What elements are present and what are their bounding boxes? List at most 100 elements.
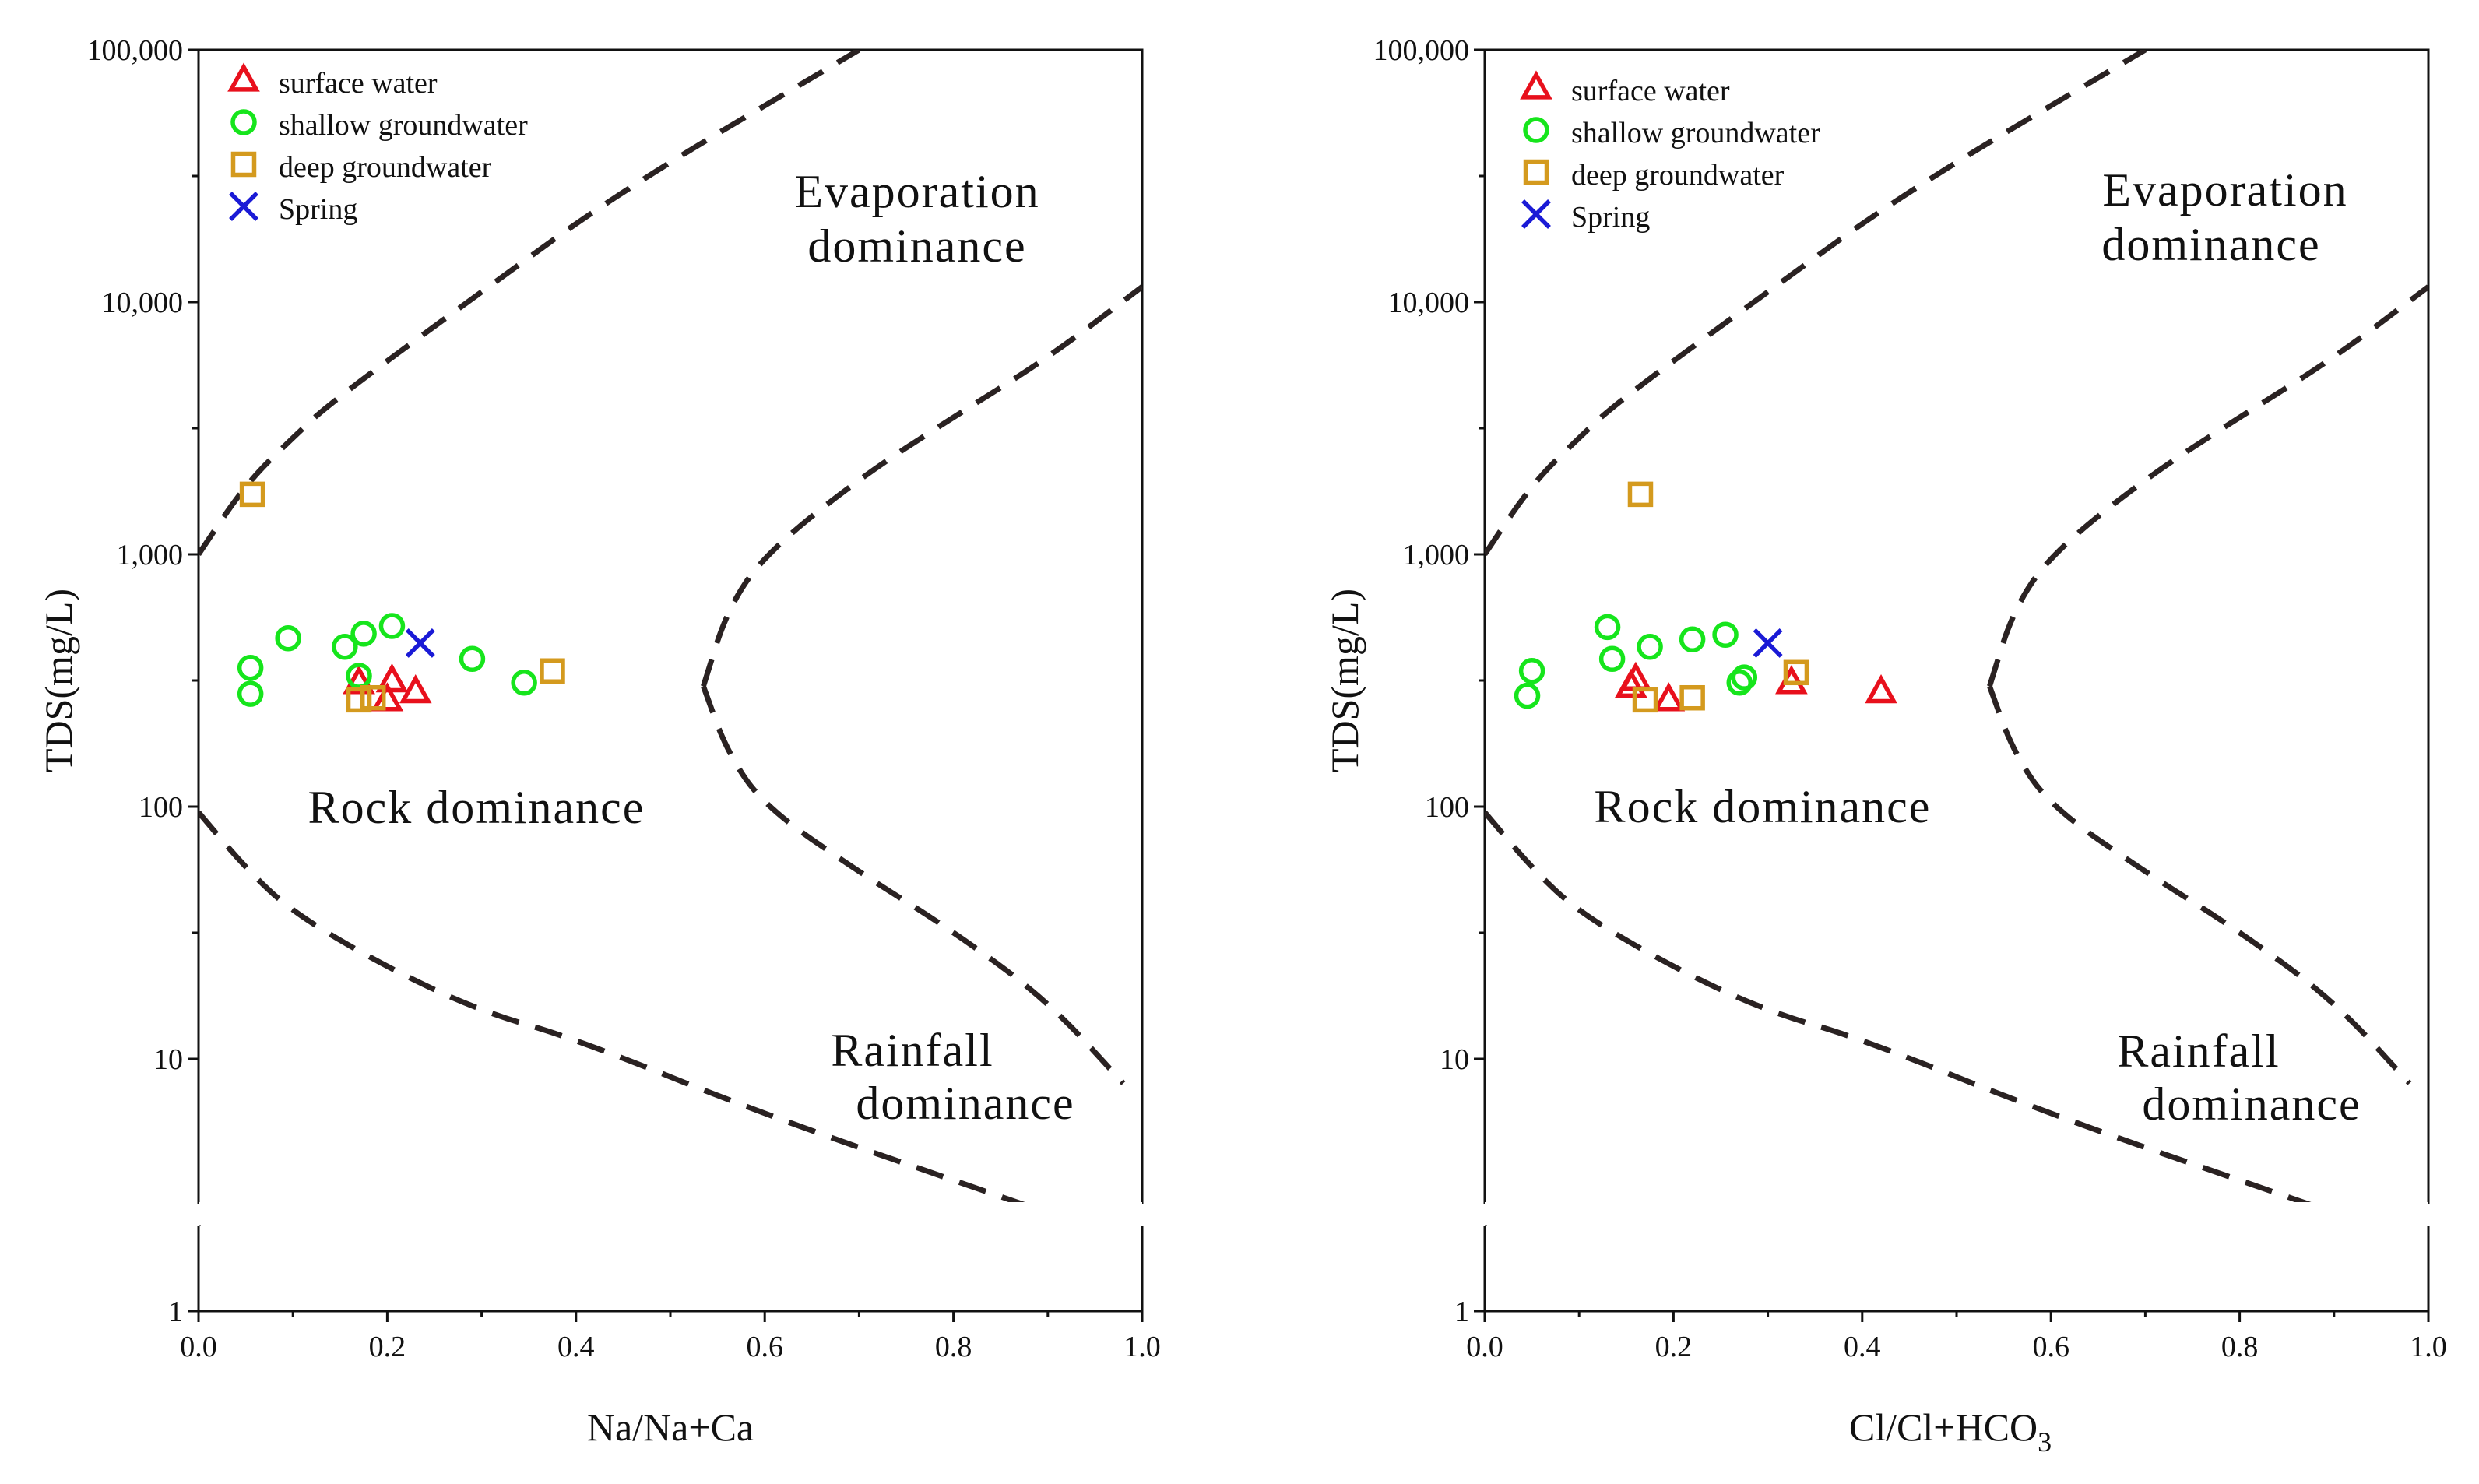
legend-marker-surface-water: [1520, 70, 1552, 100]
point-circle: [1731, 664, 1758, 691]
region-evaporation-line2: dominance: [2101, 219, 2320, 270]
point-circle: [346, 663, 372, 689]
axis-break-band: [1486, 1204, 2427, 1226]
region-evaporation-line2: dominance: [807, 220, 1026, 272]
legend-label-spring: Spring: [279, 193, 357, 226]
y-tick-label: 1,000: [117, 539, 184, 571]
plot-frame: [197, 48, 1144, 1313]
boundary-curve-right-lower: [1987, 685, 2412, 1085]
x-tick-label: 0.4: [1844, 1331, 1881, 1363]
boundary-curve-upper-left: [199, 50, 861, 556]
x-tick-label: 0.8: [2221, 1331, 2259, 1363]
boundary-curve-right-upper: [701, 284, 1142, 687]
axes: 1 10 100 1,000 10,000 100,000 0.0 0.2 0.4 0.6 0.8 1…: [1373, 34, 2447, 1363]
legend-label-surface-water: surface water: [279, 67, 438, 100]
point-square: [1627, 481, 1654, 508]
point-triangle: [375, 663, 409, 693]
point-circle: [1726, 670, 1753, 696]
region-rainfall-line2: dominance: [2142, 1078, 2361, 1130]
legend-square-symbol: [1523, 159, 1549, 185]
point-square: [540, 658, 565, 684]
legend-marker-shallow-groundwater: [230, 109, 257, 135]
legend-label-shallow-groundwater: shallow groundwater: [1571, 117, 1820, 149]
y-axis-title: TDS(mg/L): [1323, 589, 1366, 772]
y-tick-label: 1,000: [1403, 539, 1470, 571]
point-circle: [1637, 634, 1663, 660]
legend-marker-deep-groundwater: [230, 151, 257, 178]
panel-na-ratio: 1 10 100 1,000 10,000 100,000 0.0 0.2 0.4 0.6 0.8 1…: [37, 34, 1161, 1449]
region-rainfall-line1: Rainfall: [831, 1025, 993, 1076]
legend-label-surface-water: surface water: [1571, 75, 1730, 107]
legend-label-deep-groundwater: deep groundwater: [279, 151, 492, 184]
x-tick-label: 0.6: [746, 1331, 783, 1363]
boundary-curve-lower-left: [1485, 810, 2316, 1204]
boundary-curve-upper-left: [1485, 50, 2147, 556]
y-tick-label: 100,000: [1373, 34, 1470, 67]
legend-square-symbol: [230, 151, 257, 178]
y-tick-label: 10,000: [102, 287, 184, 319]
point-triangle: [399, 673, 432, 704]
legend-marker-shallow-groundwater: [1523, 117, 1549, 143]
y-tick-label: 1: [1454, 1296, 1469, 1328]
legend-triangle-symbol: [227, 62, 260, 92]
legend: surface water shallow groundwater deep g…: [227, 62, 528, 226]
x-tick-label: 0.2: [369, 1331, 406, 1363]
region-evaporation-line1: Evaporation: [794, 166, 1039, 217]
region-rock: Rock dominance: [1595, 781, 1932, 832]
x-axis-title-main: Cl/Cl+HCO: [1849, 1405, 2038, 1449]
y-tick-label: 100,000: [87, 34, 184, 67]
x-tick-label: 0.6: [2032, 1331, 2069, 1363]
x-tick-label: 0.2: [1655, 1331, 1693, 1363]
boundary-curve-right-upper: [1987, 284, 2428, 687]
legend-label-shallow-groundwater: shallow groundwater: [279, 109, 528, 142]
point-circle: [1594, 614, 1621, 641]
point-triangle: [343, 665, 375, 695]
x-tick-label: 0.0: [180, 1331, 217, 1363]
point-square: [1679, 684, 1705, 711]
point-circle: [332, 634, 358, 660]
data-points: [237, 481, 565, 713]
region-rainfall-line2: dominance: [856, 1078, 1074, 1129]
point-circle: [511, 670, 537, 696]
y-tick-label: 1: [168, 1296, 183, 1328]
point-square: [1632, 687, 1658, 713]
point-square: [1783, 659, 1809, 686]
legend-marker-spring: [229, 192, 258, 221]
point-triangle: [1865, 673, 1897, 704]
legend-circle-symbol: [1523, 117, 1549, 143]
x-tick-label: 0.4: [557, 1331, 595, 1363]
point-triangle: [371, 682, 404, 712]
y-tick-label: 100: [139, 791, 183, 824]
region-rainfall-line1: Rainfall: [2117, 1025, 2280, 1077]
point-circle: [237, 654, 264, 681]
legend-circle-symbol: [230, 109, 257, 135]
legend-triangle-symbol: [1520, 70, 1552, 100]
x-axis-title: Na/Na+Ca: [587, 1405, 754, 1449]
axes: 1 10 100 1,000 10,000 100,000 0.0 0.2 0.4 0.6 0.8 1…: [87, 34, 1161, 1363]
axis-break-band: [200, 1204, 1141, 1226]
y-tick-label: 10: [153, 1043, 183, 1076]
point-circle: [1514, 682, 1541, 709]
x-tick-label: 0.8: [935, 1331, 972, 1363]
point-circle: [459, 645, 486, 673]
point-circle: [1598, 645, 1626, 673]
x-axis-title: Cl/Cl+HCO3: [1849, 1405, 2052, 1458]
legend-x-symbol: [229, 192, 258, 221]
x-tick-label: 1.0: [1123, 1331, 1161, 1363]
point-square: [360, 684, 386, 711]
legend-marker-surface-water: [227, 62, 260, 92]
boundary-curve-lower-left: [199, 810, 1030, 1204]
legend: surface water shallow groundwater deep g…: [1520, 70, 1820, 234]
point-triangle: [1652, 682, 1686, 712]
boundary-curve-right-lower: [701, 685, 1126, 1085]
panel-cl-ratio: 1 10 100 1,000 10,000 100,000 0.0 0.2 0.4 0.6 0.8 1…: [1323, 34, 2447, 1458]
point-circle: [1679, 626, 1706, 653]
y-tick-label: 10: [1440, 1043, 1469, 1076]
point-circle: [237, 680, 264, 707]
y-axis-title: TDS(mg/L): [37, 589, 80, 772]
y-tick-label: 100: [1425, 791, 1469, 824]
point-x: [1753, 628, 1783, 658]
x-axis-title-subscript: 3: [2038, 1426, 2052, 1458]
point-circle: [350, 621, 377, 647]
